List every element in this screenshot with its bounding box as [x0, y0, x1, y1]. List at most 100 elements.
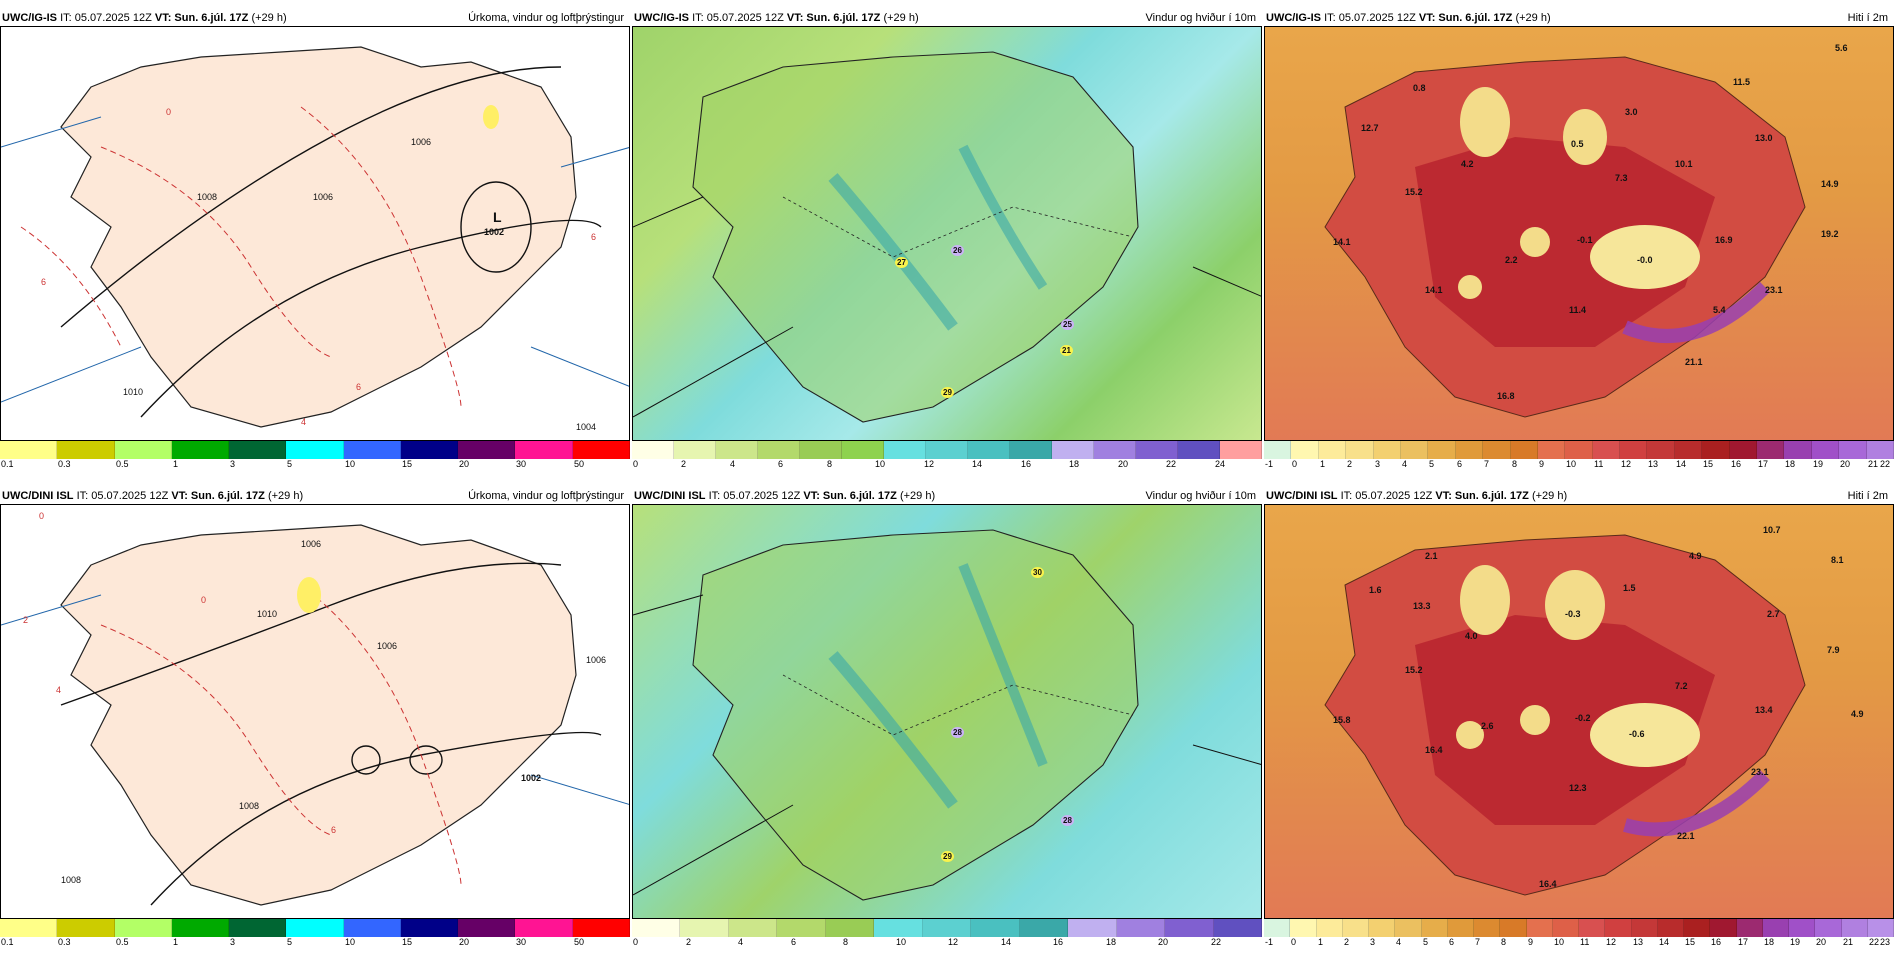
map-svg [1, 524, 629, 906]
colorbar-tick-label: 12 [1606, 937, 1617, 947]
colorbar-swatch [1342, 919, 1369, 937]
colorbar-tick-label: 2 [1347, 459, 1353, 469]
model-name: UWC/IG-IS [1266, 12, 1321, 24]
colorbar-swatch [1178, 441, 1220, 459]
colorbar-tick-label: 50 [574, 937, 585, 947]
colorbar-ticks: -1 0 1 2 3 4 5 6 7 8 9 10 11 12 13 14 15 16 17 18 19 20 21 22 23 [1264, 937, 1894, 951]
colorbar-tick-label: 9 [1539, 459, 1545, 469]
pressure-label: 1008 [197, 192, 218, 202]
colorbar-swatch [1264, 441, 1292, 459]
colorbar-swatch [926, 441, 968, 459]
gust-value: 29 [941, 851, 954, 862]
panel-temperature: UWC/DINI ISL IT: 05.07.2025 12Z VT: Sun.… [1264, 486, 1894, 956]
temperature-value: 3.0 [1625, 107, 1638, 117]
temperature-contour-label: 0 [201, 595, 207, 605]
colorbar-tick-label: 0 [633, 459, 639, 469]
colorbar-swatch [680, 919, 729, 937]
colorbar-swatch [458, 919, 516, 937]
colorbar-swatch [1657, 919, 1684, 937]
map-temperature[interactable]: 5.6 0.8 11.5 12.7 3.0 4.2 0.5 13.0 10.1 … [1264, 26, 1894, 441]
colorbar-tick-label: 21 [1843, 937, 1854, 947]
colorbar-swatch [968, 441, 1010, 459]
temperature-value: 4.9 [1851, 709, 1864, 719]
colorbar-temperature [1264, 441, 1894, 459]
map-wind[interactable]: 27 26 21 25 29 [632, 26, 1262, 441]
colorbar-tick-label: 18 [1785, 459, 1796, 469]
temperature-value: 10.7 [1763, 525, 1781, 535]
map-precipitation[interactable]: 1002 1006 1008 1010 1006 1006 1008 0 6 4… [0, 504, 630, 919]
temperature-value: 8.1 [1831, 555, 1844, 565]
init-time: IT: 05.07.2025 12Z [1324, 12, 1416, 24]
colorbar-swatch [515, 919, 573, 937]
lead-time: (+29 h) [267, 490, 304, 502]
colorbar-swatch [884, 441, 926, 459]
colorbar-swatch [1052, 441, 1094, 459]
colorbar-swatch [1757, 441, 1785, 459]
map-precipitation[interactable]: L 1002 1006 1008 1006 1004 1010 6 6 6 4 … [0, 26, 630, 441]
temperature-value: 1.6 [1369, 585, 1382, 595]
pressure-label: 1006 [411, 137, 432, 147]
pressure-label: 1010 [123, 387, 144, 397]
colorbar-swatch [1094, 441, 1136, 459]
colorbar-tick-label: 0.1 [1, 937, 14, 947]
colorbar-tick-label: 16 [1021, 459, 1032, 469]
temperature-value: 13.0 [1755, 133, 1773, 143]
colorbar-swatch [825, 919, 875, 937]
temperature-value: 12.3 [1569, 783, 1587, 793]
colorbar-swatch [1631, 919, 1658, 937]
map-temperature[interactable]: 10.7 2.1 4.9 8.1 1.6 1.5 13.3 -0.3 2.7 4… [1264, 504, 1894, 919]
colorbar-swatch [1068, 919, 1117, 937]
panel-title: Hiti í 2m [1847, 12, 1888, 24]
temperature-value: 16.9 [1715, 235, 1733, 245]
panel-title: Vindur og hviður í 10m [1145, 490, 1256, 502]
panel-wind: UWC/IG-IS IT: 05.07.2025 12Z VT: Sun. 6.… [632, 8, 1262, 478]
colorbar-tick-label: 12 [1621, 459, 1632, 469]
colorbar-tick-label: 6 [778, 459, 784, 469]
colorbar-swatch [842, 441, 884, 459]
pressure-label: 1010 [257, 609, 278, 619]
panel-wind: UWC/DINI ISL IT: 05.07.2025 12Z VT: Sun.… [632, 486, 1263, 956]
colorbar-precipitation [0, 919, 630, 937]
valid-time: VT: Sun. 6.júl. 17Z [803, 490, 897, 502]
temperature-value: 10.1 [1675, 159, 1693, 169]
init-time: IT: 05.07.2025 12Z [1340, 490, 1433, 502]
map-wind[interactable]: 30 28 29 28 [632, 504, 1262, 919]
colorbar-tick-label: 11 [1594, 459, 1604, 469]
colorbar-tick-label: 10 [896, 937, 907, 947]
temperature-value: -0.2 [1575, 713, 1591, 723]
colorbar-swatch [1346, 441, 1374, 459]
colorbar-swatch [400, 919, 459, 937]
colorbar-wind [632, 441, 1262, 459]
temperature-value: 5.6 [1835, 43, 1848, 53]
temperature-value: 4.0 [1465, 631, 1478, 641]
temperature-value: 7.9 [1827, 645, 1840, 655]
init-time: IT: 05.07.2025 12Z [60, 12, 152, 24]
colorbar-tick-label: 13 [1648, 459, 1659, 469]
colorbar-swatch [515, 441, 573, 459]
valid-time: VT: Sun. 6.júl. 17Z [1435, 490, 1529, 502]
valid-time: VT: Sun. 6.júl. 17Z [154, 12, 249, 24]
temperature-contour-label: 4 [56, 685, 62, 695]
colorbar-tick-label: 16 [1053, 937, 1064, 947]
temperature-value: 2.1 [1425, 551, 1438, 561]
pressure-label: 1004 [576, 422, 597, 432]
colorbar-swatch [1736, 919, 1763, 937]
gust-value: 28 [951, 727, 964, 738]
colorbar-tick-label: 0.3 [58, 937, 71, 947]
model-name: UWC/IG-IS [634, 12, 689, 24]
colorbar-tick-label: 4 [1396, 937, 1402, 947]
colorbar-swatch [971, 919, 1020, 937]
colorbar-swatch [1605, 919, 1632, 937]
colorbar-wind [632, 919, 1263, 937]
gust-value: 30 [1031, 567, 1044, 578]
colorbar-tick-label: 7 [1475, 937, 1481, 947]
colorbar-tick-label: 22 [1880, 459, 1891, 469]
colorbar-tick-label: 3 [1370, 937, 1376, 947]
colorbar-tick-label: 18 [1106, 937, 1117, 947]
panel-title: Hiti í 2m [1847, 490, 1888, 502]
colorbar-tick-label: 1 [1318, 937, 1324, 947]
colorbar-tick-label: 6 [1457, 459, 1463, 469]
temperature-value: -0.0 [1637, 255, 1653, 265]
colorbar-tick-label: 4 [730, 459, 736, 469]
colorbar-swatch [758, 441, 800, 459]
